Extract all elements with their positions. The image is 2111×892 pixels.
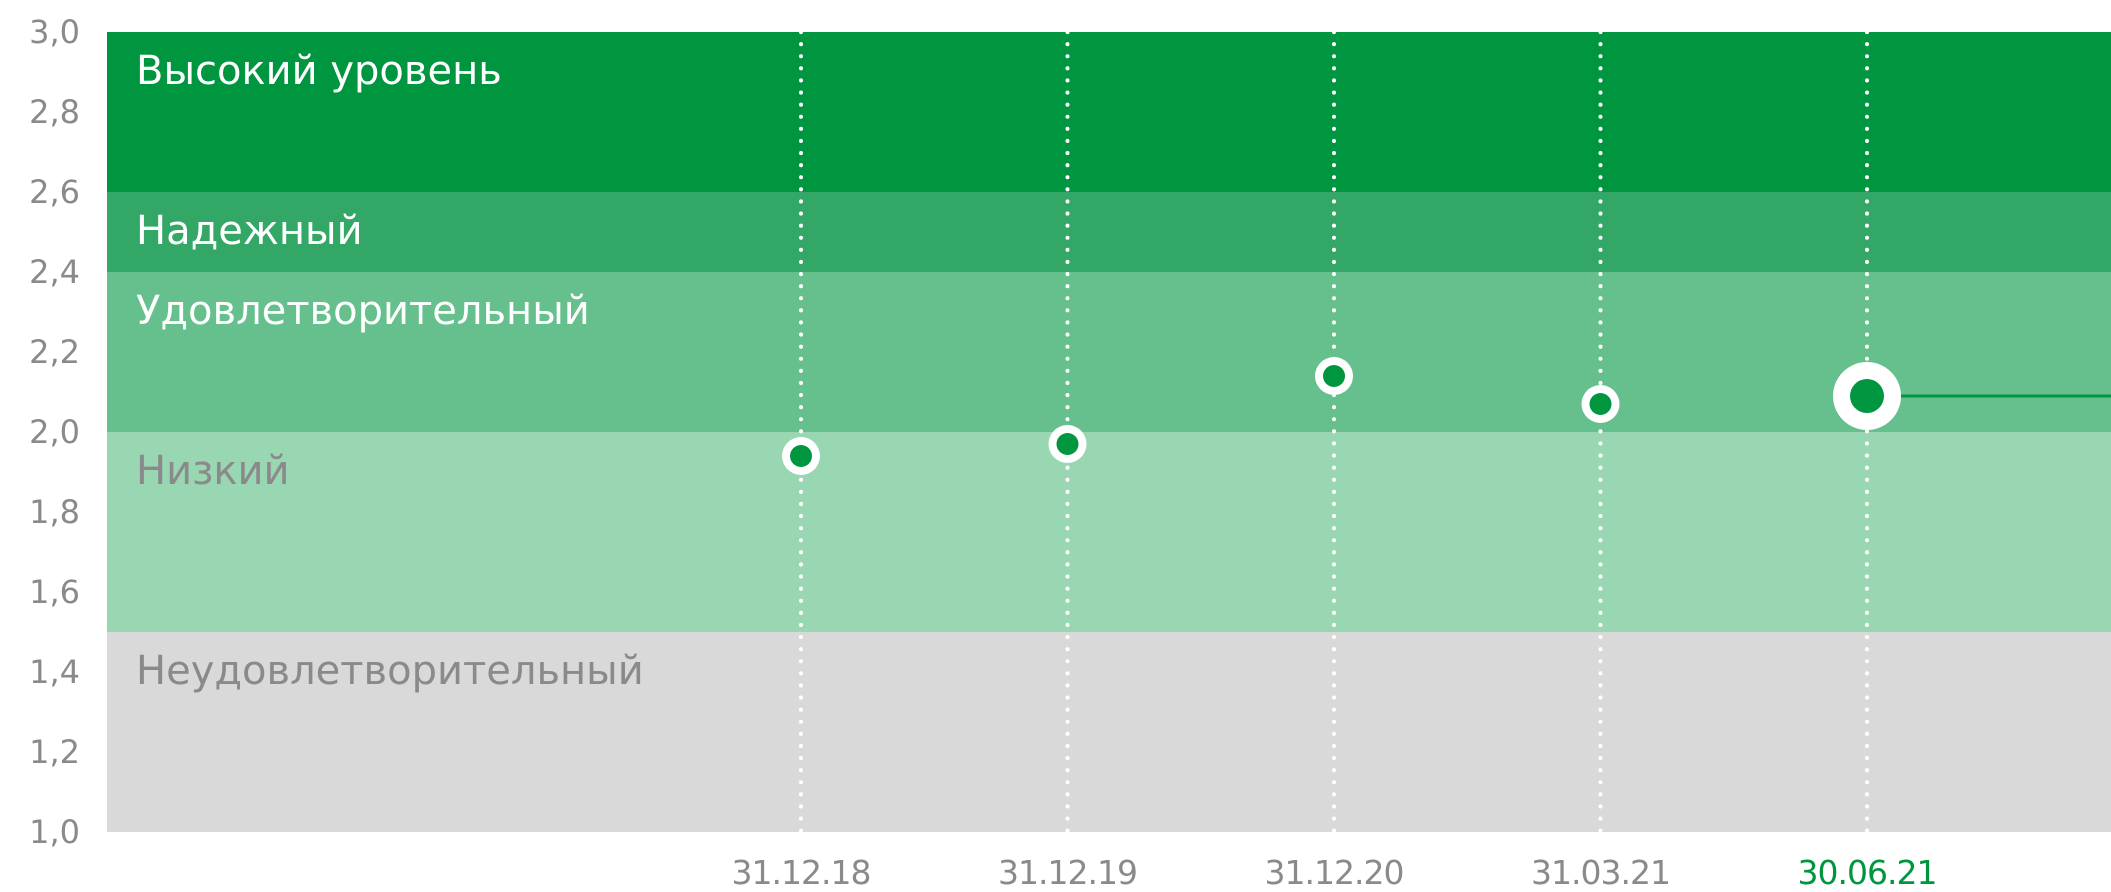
y-tick-5: 2,0	[29, 413, 80, 451]
band-label-0: Высокий уровень	[136, 48, 502, 94]
band-label-3: Низкий	[136, 448, 290, 494]
x-label-4: 30.06.21	[1798, 853, 1937, 892]
data-points	[782, 357, 1901, 475]
band-label-1: Надежный	[136, 208, 363, 254]
date-guide-lines	[799, 30, 1869, 834]
y-tick-4: 1,8	[29, 493, 80, 531]
band-3	[107, 432, 2111, 632]
band-labels: Высокий уровень Надежный Удовлетворительны…	[136, 48, 644, 694]
x-label-0: 31.12.18	[732, 853, 871, 892]
band-1	[107, 192, 2111, 272]
y-tick-1: 1,2	[29, 733, 80, 771]
y-axis-ticks: 1,0 1,2 1,4 1,6 1,8 2,0 2,2 2,4 2,6 2,8 3,0	[29, 13, 80, 851]
band-label-4: Неудовлетворительный	[136, 648, 644, 694]
band-label-2: Удовлетворительный	[136, 288, 590, 334]
band-2	[107, 272, 2111, 432]
data-point-0	[782, 437, 820, 475]
y-tick-2: 1,4	[29, 653, 80, 691]
rating-bands	[107, 32, 2111, 832]
data-point-2	[1315, 357, 1353, 395]
x-axis-labels: 31.12.18 31.12.19 31.12.20 31.03.21 30.06.21	[732, 853, 1938, 892]
x-label-2: 31.12.20	[1265, 853, 1404, 892]
y-tick-7: 2,4	[29, 253, 80, 291]
x-label-1: 31.12.19	[998, 853, 1137, 892]
band-4	[107, 632, 2111, 832]
y-tick-6: 2,2	[29, 333, 80, 371]
y-tick-9: 2,8	[29, 93, 80, 131]
y-tick-10: 3,0	[29, 13, 80, 51]
y-tick-0: 1,0	[29, 813, 80, 851]
band-0	[107, 32, 2111, 192]
y-tick-3: 1,6	[29, 573, 80, 611]
data-point-1	[1048, 425, 1087, 463]
data-point-3	[1581, 385, 1620, 423]
data-point-4	[1833, 362, 1901, 430]
x-label-3: 31.03.21	[1531, 853, 1670, 892]
y-tick-8: 2,6	[29, 173, 80, 211]
